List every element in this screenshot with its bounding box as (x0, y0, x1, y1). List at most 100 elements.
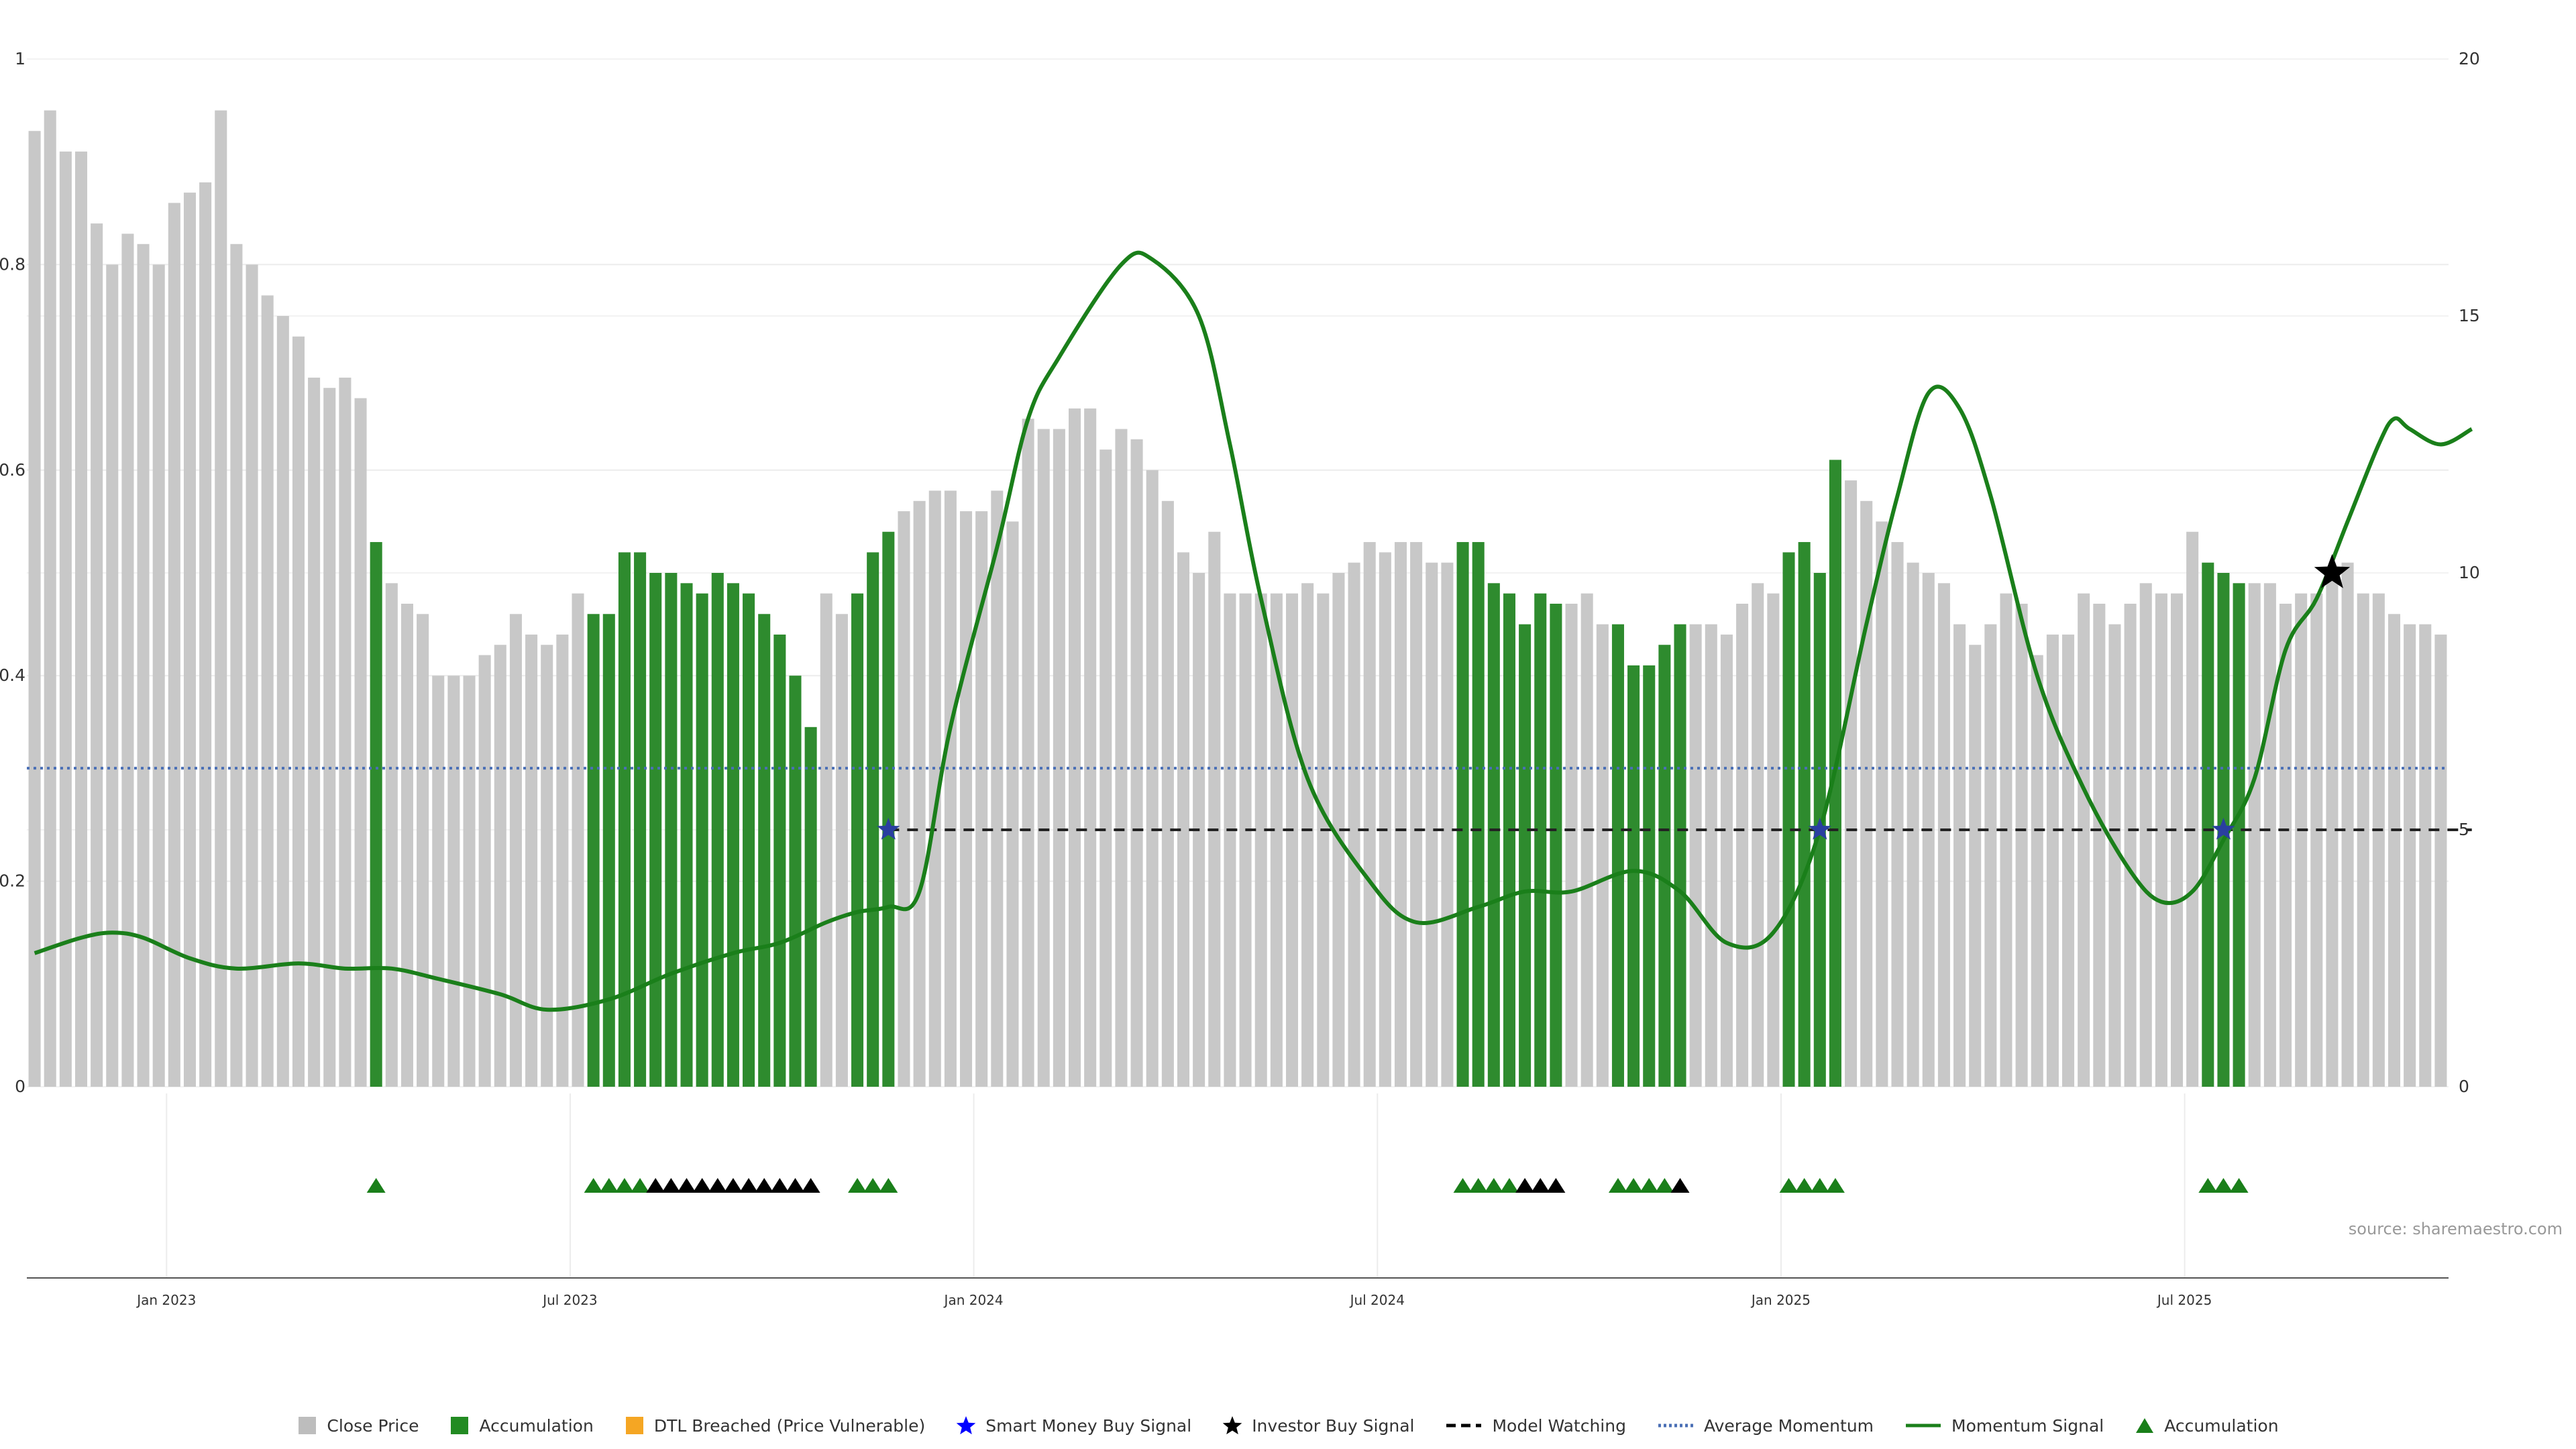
close-price-bar (261, 295, 274, 1087)
accumulation-bar (1534, 593, 1547, 1087)
accumulation-bar (2202, 562, 2214, 1087)
accumulation-bar (587, 614, 600, 1087)
right-axis-tick: 20 (2459, 49, 2480, 68)
accumulation-marker (1468, 1178, 1488, 1193)
smart-money-buy-signal (877, 818, 900, 840)
close-price-bar (820, 593, 833, 1087)
legend-item: Accumulation (2135, 1415, 2279, 1436)
close-price-bar (1254, 593, 1267, 1087)
accumulation-bar (370, 542, 382, 1087)
accumulation-marker (723, 1178, 743, 1193)
close-price-bar (572, 593, 584, 1087)
close-price-bar (1410, 542, 1423, 1087)
accumulation-bar (1550, 603, 1562, 1087)
x-axis-tick: Jan 2025 (1750, 1292, 1811, 1308)
legend-label: Model Watching (1492, 1415, 1626, 1436)
close-price-bar (168, 203, 180, 1087)
legend-item: DTL Breached (Price Vulnerable) (625, 1415, 925, 1436)
close-price-bar (2093, 603, 2106, 1087)
close-price-bar (1860, 500, 1873, 1087)
accumulation-marker (692, 1178, 712, 1193)
left-axis-tick: 0 (15, 1077, 25, 1096)
accumulation-marker (366, 1178, 386, 1193)
accumulation-marker (1531, 1178, 1550, 1193)
close-price-bar (2062, 634, 2075, 1087)
close-price-bar (1876, 521, 1888, 1087)
close-price-bar (2000, 593, 2012, 1087)
accumulation-bar (634, 552, 647, 1087)
legend-label: Accumulation (479, 1415, 594, 1436)
accumulation-marker (1655, 1178, 1674, 1193)
close-price-bar (991, 490, 1004, 1087)
close-price-bar (1394, 542, 1407, 1087)
close-price-bar (835, 614, 848, 1087)
close-price-bar (2387, 614, 2401, 1087)
close-price-bar (1596, 624, 1609, 1087)
accumulation-bar (1643, 665, 1656, 1087)
close-price-bar (354, 398, 367, 1087)
accumulation-marker (661, 1178, 681, 1193)
accumulation-marker (1484, 1178, 1503, 1193)
close-price-bar (2155, 593, 2167, 1087)
close-price-bar (121, 233, 134, 1087)
close-price-bar (960, 511, 973, 1087)
accumulation-marker (708, 1178, 727, 1193)
close-price-bar (2139, 583, 2152, 1087)
close-price-bar (2404, 624, 2416, 1087)
close-price-bar (1720, 634, 1733, 1087)
close-price-bar (74, 151, 88, 1087)
legend-dotted-line-icon (1658, 1424, 1693, 1428)
close-price-bar (1208, 531, 1221, 1087)
close-price-bar (1379, 552, 1391, 1087)
legend-item: Accumulation (449, 1415, 594, 1436)
smart-money-buy-signal (1808, 818, 1831, 840)
close-price-bar (1084, 408, 1097, 1087)
accumulation-bar (1658, 645, 1671, 1087)
right-axis-tick: 15 (2459, 306, 2480, 325)
legend-label: DTL Breached (Price Vulnerable) (653, 1415, 926, 1436)
close-price-bar (1006, 521, 1019, 1087)
close-price-bar (1130, 439, 1143, 1087)
close-price-bar (447, 676, 460, 1087)
close-price-bar (1891, 542, 1904, 1087)
accumulation-marker (1499, 1178, 1519, 1193)
close-price-bar (1099, 449, 1112, 1087)
legend-label: Investor Buy Signal (1252, 1415, 1415, 1436)
accumulation-marker (1794, 1178, 1814, 1193)
accumulation-bar (773, 634, 786, 1087)
close-price-bar (2357, 593, 2369, 1087)
accumulation-marker (786, 1178, 805, 1193)
accumulation-bar (1472, 542, 1485, 1087)
legend-line-icon (1906, 1424, 1941, 1428)
close-price-bar (215, 110, 227, 1087)
close-price-bar (91, 223, 103, 1087)
close-price-bar (417, 614, 429, 1087)
close-price-bar (385, 583, 398, 1087)
close-price-bar (1580, 593, 1593, 1087)
close-price-bar (1845, 480, 1858, 1087)
close-price-bar (44, 110, 56, 1087)
accumulation-marker (1624, 1178, 1644, 1193)
accumulation-marker (801, 1178, 820, 1193)
close-price-bar (463, 676, 476, 1087)
legend: Close Price Accumulation DTL Breached (Pri… (0, 1415, 2576, 1436)
accumulation-marker (646, 1178, 665, 1193)
close-price-bar (2263, 583, 2276, 1087)
close-price-bar (494, 645, 506, 1087)
accumulation-bar (1611, 624, 1624, 1087)
close-price-bar (2248, 583, 2261, 1087)
close-price-bar (2326, 573, 2339, 1087)
close-price-bar (898, 511, 910, 1087)
momentum-signal-line (34, 250, 2473, 1012)
accumulation-bar (1627, 665, 1640, 1087)
accumulation-bar (1503, 593, 1515, 1087)
legend-triangle-icon (2136, 1418, 2154, 1433)
close-price-bar (556, 634, 569, 1087)
close-price-bar (1224, 593, 1236, 1087)
close-price-bar (1301, 583, 1314, 1087)
close-price-bar (2295, 593, 2308, 1087)
accumulation-marker (1515, 1178, 1535, 1193)
right-axis-tick: 10 (2459, 563, 2480, 582)
accumulation-bar (1487, 583, 1500, 1087)
